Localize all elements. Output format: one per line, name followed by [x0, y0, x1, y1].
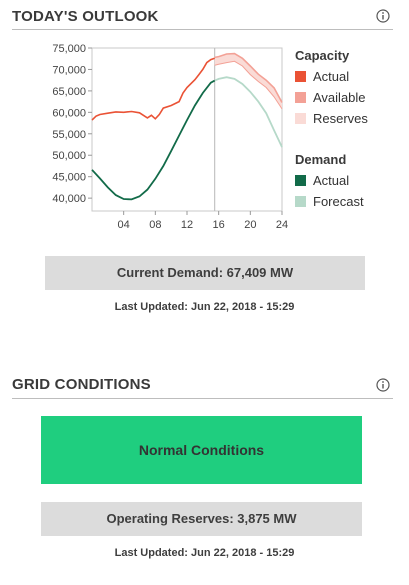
- y-tick-label: 45,000: [52, 172, 86, 184]
- x-tick-label: 20: [244, 219, 256, 231]
- legend-capacity-heading: Capacity: [295, 48, 350, 63]
- legend-demand-heading: Demand: [295, 152, 347, 167]
- legend-swatch: [295, 113, 306, 124]
- capacity-available-line: [214, 52, 283, 103]
- legend-capacity-available: Available: [295, 90, 366, 105]
- legend-capacity-reserves: Reserves: [295, 111, 368, 126]
- legend-swatch: [295, 175, 306, 186]
- x-tick-label: 04: [118, 219, 130, 231]
- current-demand-box: Current Demand: 67,409 MW: [45, 256, 365, 290]
- grid-info-icon[interactable]: [376, 378, 390, 392]
- demand-forecast-line: [214, 76, 283, 148]
- outlook-last-updated: Last Updated: Jun 22, 2018 - 15:29: [114, 301, 295, 313]
- legend-swatch: [295, 196, 306, 207]
- legend-swatch: [295, 92, 306, 103]
- y-tick-label: 50,000: [52, 150, 86, 162]
- legend-demand-actual: Actual: [295, 173, 349, 188]
- grid-last-updated: Last Updated: Jun 22, 2018 - 15:29: [114, 547, 295, 559]
- legend-label: Forecast: [313, 194, 364, 209]
- legend-label: Actual: [313, 173, 350, 188]
- y-tick-label: 40,000: [52, 193, 86, 205]
- x-tick-label: 08: [149, 219, 161, 231]
- outlook-info-icon[interactable]: [376, 9, 390, 23]
- outlook-title: TODAY'S OUTLOOK: [12, 8, 159, 25]
- grid-status-box: Normal Conditions: [41, 416, 362, 484]
- legend-capacity-actual: Actual: [295, 69, 349, 84]
- legend-label: Reserves: [313, 111, 368, 126]
- capacity-reserves-edge-line: [214, 60, 283, 110]
- grid-title: GRID CONDITIONS: [12, 376, 151, 393]
- x-tick-label: 12: [181, 219, 193, 231]
- x-tick-label: 16: [213, 219, 225, 231]
- y-tick-label: 60,000: [52, 107, 86, 119]
- y-tick-label: 70,000: [52, 64, 86, 76]
- outlook-divider: [12, 29, 393, 30]
- outlook-chart: 40,000 45,000 50,000 55,000 60,000 65,000 70,0…: [52, 43, 288, 231]
- grid-divider: [12, 398, 393, 399]
- y-tick-label: 55,000: [52, 129, 86, 141]
- y-tick-label: 65,000: [52, 86, 86, 98]
- legend-demand-forecast: Forecast: [295, 194, 364, 209]
- demand-actual-line: [91, 79, 216, 201]
- x-tick-label: 24: [276, 219, 288, 231]
- legend-label: Available: [313, 90, 366, 105]
- capacity-actual-line: [91, 57, 215, 121]
- y-tick-label: 75,000: [52, 43, 86, 55]
- legend-label: Actual: [313, 69, 350, 84]
- legend-swatch: [295, 71, 306, 82]
- operating-reserves-box: Operating Reserves: 3,875 MW: [41, 502, 362, 536]
